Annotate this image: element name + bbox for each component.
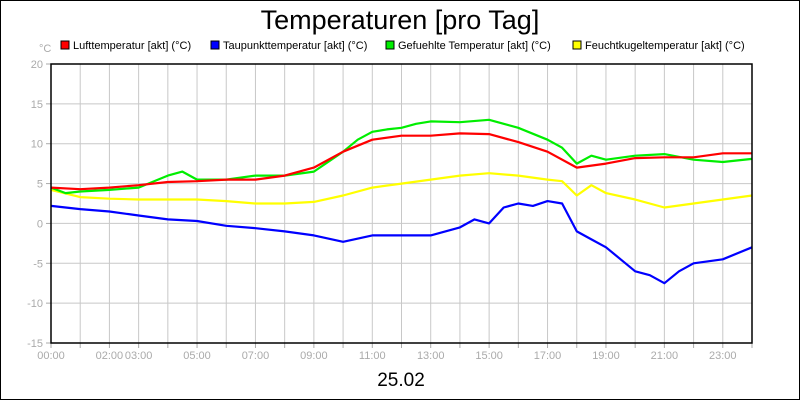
legend-label: Lufttemperatur [akt] (°C) (73, 40, 191, 52)
x-tick-label: 07:00 (242, 350, 270, 362)
y-tick-label: -15 (27, 338, 43, 350)
y-tick-label: 20 (31, 59, 43, 71)
y-tick-label: -5 (33, 258, 43, 270)
legend-label: Taupunkttemperatur [akt] (°C) (223, 40, 367, 52)
x-tick-label: 05:00 (183, 350, 211, 362)
y-tick-label: -10 (27, 298, 43, 310)
x-axis: 00:00 02:00 03:00 05:00 07:00 09:00 11:00 13:00… (37, 343, 753, 362)
x-tick-label: 00:00 (37, 350, 65, 362)
date-label: 25.02 (377, 370, 425, 391)
series-line-2 (50, 118, 753, 195)
x-tick-label: 23:00 (709, 350, 737, 362)
legend-swatch (210, 40, 220, 50)
x-tick-label: 11:00 (359, 350, 386, 362)
legend-label: Feuchtkugeltemperatur [akt] (°C) (585, 40, 745, 52)
series-line-0 (50, 132, 752, 191)
x-tick-label: 09:00 (300, 350, 328, 362)
y-unit-label: °C (39, 43, 51, 55)
x-tick-label: 17:00 (534, 350, 562, 362)
legend-swatch (572, 40, 582, 50)
series-lines (50, 118, 753, 285)
y-tick-label: 5 (37, 179, 43, 191)
x-tick-label: 21:00 (651, 350, 679, 362)
y-axis: 20 15 10 5 0 -5 -10 -15 (27, 59, 51, 350)
plot-border (50, 63, 753, 344)
legend-swatch (385, 40, 395, 50)
x-tick-label: 19:00 (592, 350, 620, 362)
y-tick-label: 15 (31, 99, 43, 111)
x-tick-label: 15:00 (475, 350, 503, 362)
series-line-3 (50, 172, 753, 209)
x-tick-label: 02:00 (96, 350, 124, 362)
y-tick-label: 10 (31, 139, 43, 151)
legend: Lufttemperatur [akt] (°C) Taupunkttempera… (60, 40, 745, 52)
legend-label: Gefuehlte Temperatur [akt] (°C) (398, 40, 551, 52)
legend-swatch (60, 40, 70, 50)
y-tick-label: 0 (37, 218, 43, 230)
grid (51, 64, 752, 343)
series-line-1 (50, 200, 753, 285)
chart-title: Temperaturen [pro Tag] (261, 5, 540, 35)
x-tick-label: 13:00 (417, 350, 445, 362)
x-tick-label: 03:00 (125, 350, 153, 362)
